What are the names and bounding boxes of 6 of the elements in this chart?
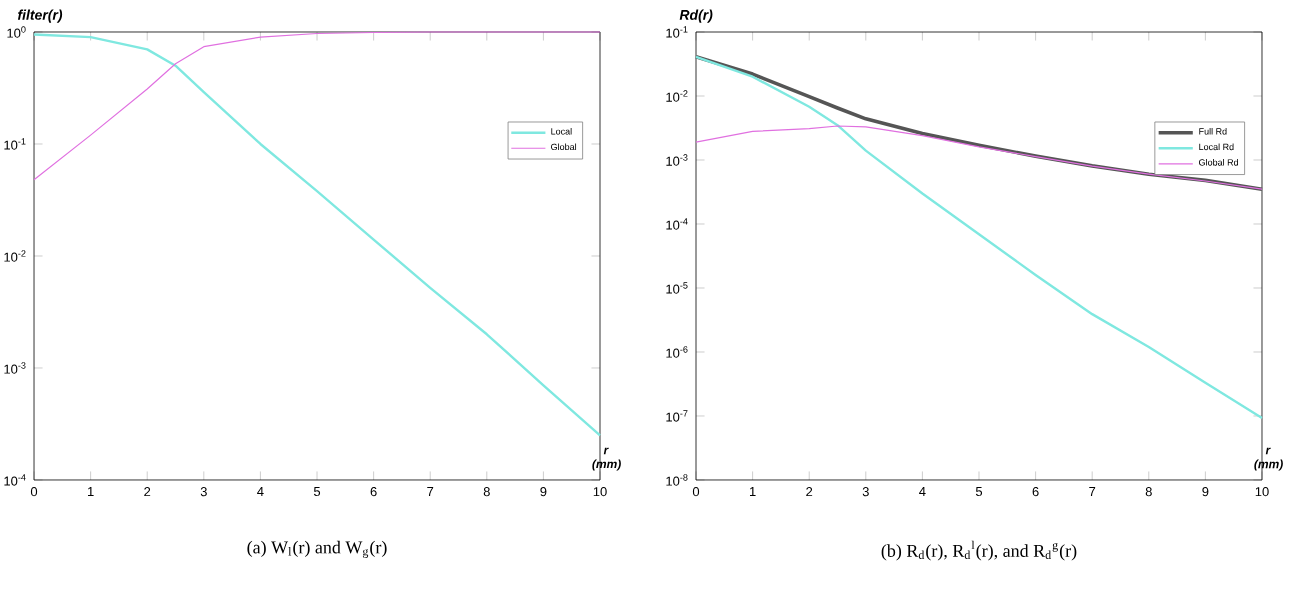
line-series [695,125,1263,190]
line-series [694,55,1264,420]
line-series [694,54,1264,191]
line-series [32,33,602,437]
text: (a) W$_{l}$(r) and W$_{g}$(r) [247,540,387,558]
text: (b) R$_{d}$(r), R$_{d}$$^{l}$(r), and R$_{d}$$^{g}$(r) [881,540,1077,561]
